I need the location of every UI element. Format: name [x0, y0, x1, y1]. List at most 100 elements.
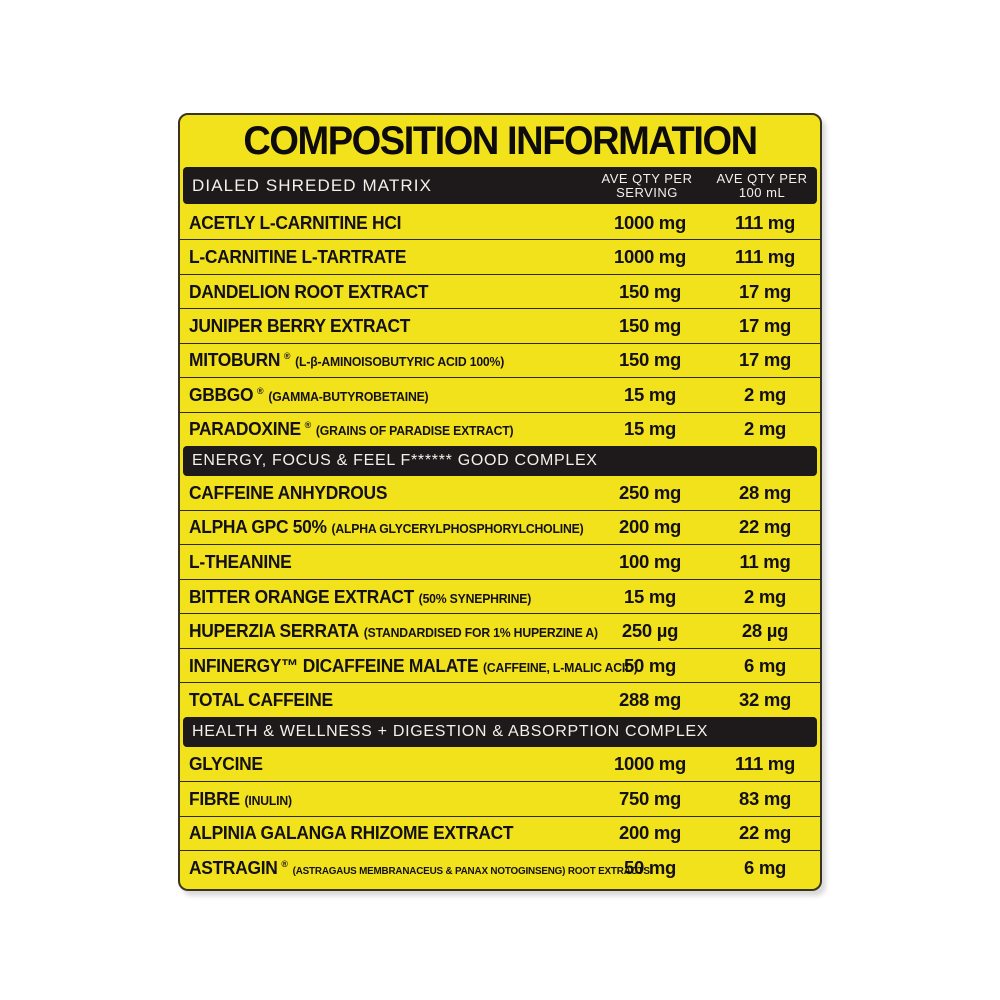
ingredient-row: CAFFEINE ANHYDROUS 250 mg 28 mg [180, 476, 820, 510]
ingredient-name: MITOBURN [189, 349, 281, 371]
qty-per-100ml: 17 mg [739, 280, 791, 302]
page-title: COMPOSITION INFORMATION [243, 118, 758, 163]
ingredient-name-wrap: FIBRE (INULIN) [189, 788, 292, 810]
column-header-per-serving: AVE QTY PER SERVING [582, 171, 712, 200]
column-header-line: 100 mL [738, 184, 786, 200]
ingredient-detail: (ALPHA GLYCERYLPHOSPHORYLCHOLINE) [331, 521, 584, 537]
ingredient-name-wrap: PARADOXINE ® (GRAINS OF PARADISE EXTRACT) [189, 418, 514, 440]
ingredient-row: ALPHA GPC 50% (ALPHA GLYCERYLPHOSPHORYLCH… [180, 509, 820, 545]
ingredient-name-cell: ALPINIA GALANGA RHIZOME EXTRACT [180, 822, 585, 844]
section-rows: GLYCINE 1000 mg 111 mg FIBRE (INULIN) 750 mg 8… [180, 747, 820, 885]
ingredient-name-cell: ASTRAGIN ® (ASTRAGAUS MEMBRANACEUS & PANAX… [180, 857, 650, 879]
section-header-bar: HEALTH & WELLNESS + DIGESTION & ABSORPTI… [183, 717, 817, 747]
composition-label-panel: COMPOSITION INFORMATION DIALED SHREDED M… [178, 113, 822, 891]
ingredient-name-cell: TOTAL CAFFEINE [180, 689, 585, 711]
ingredient-row: HUPERZIA SERRATA (STANDARDISED FOR 1% HUP… [180, 613, 820, 648]
qty-per-serving: 1000 mg [614, 211, 686, 233]
ingredient-row: DANDELION ROOT EXTRACT 150 mg 17 mg [180, 273, 820, 308]
ingredient-row: MITOBURN ® (L-β-AMINOISOBUTYRIC ACID 100%)… [180, 342, 820, 377]
ingredient-detail: (INULIN) [244, 792, 292, 808]
registered-trademark-mark: ® [281, 859, 288, 871]
qty-per-serving: 750 mg [619, 787, 681, 809]
qty-per-100ml: 11 mg [739, 550, 791, 572]
ingredient-name: CAFFEINE ANHYDROUS [189, 481, 388, 503]
ingredient-name-cell: GBBGO ® (GAMMA-BUTYROBETAINE) [180, 384, 585, 406]
ingredient-name: GLYCINE [189, 752, 263, 774]
ingredient-row: FIBRE (INULIN) 750 mg 83 mg [180, 780, 820, 816]
qty-per-serving: 1000 mg [614, 246, 686, 268]
qty-per-100ml: 111 mg [735, 246, 795, 268]
ingredient-name: ASTRAGIN [189, 857, 278, 879]
ingredient-row: BITTER ORANGE EXTRACT (50% SYNEPHRINE) 15 … [180, 578, 820, 614]
ingredient-name-wrap: DANDELION ROOT EXTRACT [189, 281, 428, 303]
ingredient-name-wrap: L-THEANINE [189, 551, 292, 573]
ingredient-name-cell: HUPERZIA SERRATA (STANDARDISED FOR 1% HUP… [180, 620, 598, 642]
ingredient-name-cell: PARADOXINE ® (GRAINS OF PARADISE EXTRACT) [180, 418, 585, 440]
section-rows: CAFFEINE ANHYDROUS 250 mg 28 mg ALPHA GPC 5… [180, 476, 820, 717]
ingredient-row: ALPINIA GALANGA RHIZOME EXTRACT 200 mg 22 … [180, 815, 820, 851]
ingredient-name-wrap: ALPINIA GALANGA RHIZOME EXTRACT [189, 822, 514, 844]
ingredient-name-wrap: TOTAL CAFFEINE [189, 689, 333, 711]
qty-per-serving: 50 mg [624, 654, 676, 676]
qty-per-serving: 288 mg [619, 689, 681, 711]
qty-per-serving: 15 mg [624, 383, 676, 405]
ingredient-detail: (L-β-AMINOISOBUTYRIC ACID 100%) [295, 354, 505, 370]
qty-per-100ml: 28 mg [739, 481, 791, 503]
ingredient-row: L-CARNITINE L-TARTRATE 1000 mg 111 mg [180, 239, 820, 273]
table-header-bar: DIALED SHREDED MATRIX AVE QTY PER SERVIN… [183, 167, 817, 204]
ingredient-name: ALPHA GPC 50% [189, 516, 327, 538]
column-header-line: SERVING [616, 184, 678, 200]
ingredient-row: GLYCINE 1000 mg 111 mg [180, 747, 820, 781]
qty-per-serving: 150 mg [619, 349, 681, 371]
ingredient-name: ACETLY L-CARNITINE HCI [189, 211, 402, 233]
qty-per-100ml: 2 mg [744, 585, 786, 607]
ingredient-name-cell: INFINERGY™ DICAFFEINE MALATE (CAFFEINE, L… [180, 655, 638, 677]
qty-per-serving: 15 mg [624, 418, 676, 440]
registered-trademark-mark: ® [304, 420, 312, 432]
qty-per-100ml: 111 mg [735, 752, 795, 774]
ingredient-sections: ACETLY L-CARNITINE HCI 1000 mg 111 mg L-CAR… [180, 206, 820, 885]
qty-per-100ml: 28 µg [741, 620, 789, 642]
qty-per-serving: 200 mg [619, 516, 681, 538]
ingredient-name-wrap: HUPERZIA SERRATA (STANDARDISED FOR 1% HUP… [189, 620, 598, 642]
ingredient-name-wrap: ALPHA GPC 50% (ALPHA GLYCERYLPHOSPHORYLCH… [189, 516, 584, 538]
ingredient-name-wrap: L-CARNITINE L-TARTRATE [189, 246, 407, 268]
qty-per-serving: 100 mg [619, 550, 681, 572]
ingredient-name-wrap: GBBGO ® (GAMMA-BUTYROBETAINE) [189, 383, 429, 406]
ingredient-detail: (GAMMA-BUTYROBETAINE) [268, 388, 429, 404]
qty-per-100ml: 22 mg [739, 822, 791, 844]
ingredient-name: JUNIPER BERRY EXTRACT [189, 314, 411, 336]
ingredient-name-wrap: ACETLY L-CARNITINE HCI [189, 212, 401, 234]
qty-per-serving: 200 mg [619, 822, 681, 844]
ingredient-name-cell: BITTER ORANGE EXTRACT (50% SYNEPHRINE) [180, 586, 585, 608]
registered-trademark-mark: ® [257, 385, 264, 397]
qty-per-100ml: 2 mg [744, 418, 786, 440]
ingredient-name: INFINERGY™ DICAFFEINE MALATE [189, 654, 479, 676]
ingredient-name: ALPINIA GALANGA RHIZOME EXTRACT [189, 822, 514, 844]
ingredient-name-cell: JUNIPER BERRY EXTRACT [180, 315, 585, 337]
section-rows: ACETLY L-CARNITINE HCI 1000 mg 111 mg L-CAR… [180, 206, 820, 446]
ingredient-name: BITTER ORANGE EXTRACT [189, 585, 414, 607]
ingredient-row: INFINERGY™ DICAFFEINE MALATE (CAFFEINE, L… [180, 647, 820, 683]
ingredient-name-wrap: MITOBURN ® (L-β-AMINOISOBUTYRIC ACID 100%) [189, 349, 504, 371]
ingredient-name-wrap: GLYCINE [189, 753, 263, 775]
qty-per-100ml: 17 mg [739, 349, 791, 371]
ingredient-detail: (STANDARDISED FOR 1% HUPERZINE A) [363, 625, 598, 641]
ingredient-detail: (50% SYNEPHRINE) [418, 590, 532, 606]
column-header-per-100ml: AVE QTY PER 100 mL [712, 171, 812, 200]
ingredient-name-wrap: CAFFEINE ANHYDROUS [189, 482, 387, 504]
ingredient-name: GBBGO [189, 383, 254, 405]
ingredient-name-wrap: INFINERGY™ DICAFFEINE MALATE (CAFFEINE, L… [189, 655, 638, 677]
ingredient-row: GBBGO ® (GAMMA-BUTYROBETAINE) 15 mg 2 mg [180, 377, 820, 411]
ingredient-name-wrap: ASTRAGIN ® (ASTRAGAUS MEMBRANACEUS & PANAX… [189, 857, 650, 879]
ingredient-name-cell: DANDELION ROOT EXTRACT [180, 281, 585, 303]
matrix-name-label: DIALED SHREDED MATRIX [192, 175, 433, 195]
ingredient-detail: (CAFFEINE, L-MALIC ACID) [483, 659, 638, 675]
ingredient-name: TOTAL CAFFEINE [189, 689, 333, 711]
qty-per-100ml: 83 mg [739, 787, 791, 809]
qty-per-100ml: 22 mg [739, 516, 791, 538]
ingredient-name-cell: FIBRE (INULIN) [180, 788, 585, 810]
registered-trademark-mark: ® [283, 351, 291, 363]
qty-per-serving: 50 mg [624, 857, 676, 879]
qty-per-100ml: 6 mg [744, 654, 786, 676]
